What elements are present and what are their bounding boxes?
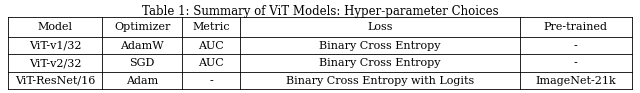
Text: Adam: Adam (126, 76, 158, 86)
Text: Binary Cross Entropy: Binary Cross Entropy (319, 41, 440, 51)
Text: AUC: AUC (198, 41, 224, 51)
Text: Model: Model (38, 22, 73, 32)
Text: AUC: AUC (198, 58, 224, 68)
Text: Optimizer: Optimizer (114, 22, 170, 32)
Text: ViT-v1/32: ViT-v1/32 (29, 41, 81, 51)
Text: Table 1: Summary of ViT Models: Hyper-parameter Choices: Table 1: Summary of ViT Models: Hyper-pa… (141, 5, 499, 19)
Text: -: - (209, 76, 213, 86)
Text: ViT-ResNet/16: ViT-ResNet/16 (15, 76, 95, 86)
Text: Binary Cross Entropy: Binary Cross Entropy (319, 58, 440, 68)
Text: Metric: Metric (193, 22, 230, 32)
Text: Loss: Loss (367, 22, 392, 32)
Text: SGD: SGD (129, 58, 155, 68)
Text: ImageNet-21k: ImageNet-21k (536, 76, 616, 86)
Text: -: - (574, 41, 578, 51)
Text: Pre-trained: Pre-trained (544, 22, 608, 32)
Text: ViT-v2/32: ViT-v2/32 (29, 58, 81, 68)
Text: -: - (574, 58, 578, 68)
Text: AdamW: AdamW (120, 41, 164, 51)
Text: Binary Cross Entropy with Logits: Binary Cross Entropy with Logits (285, 76, 474, 86)
